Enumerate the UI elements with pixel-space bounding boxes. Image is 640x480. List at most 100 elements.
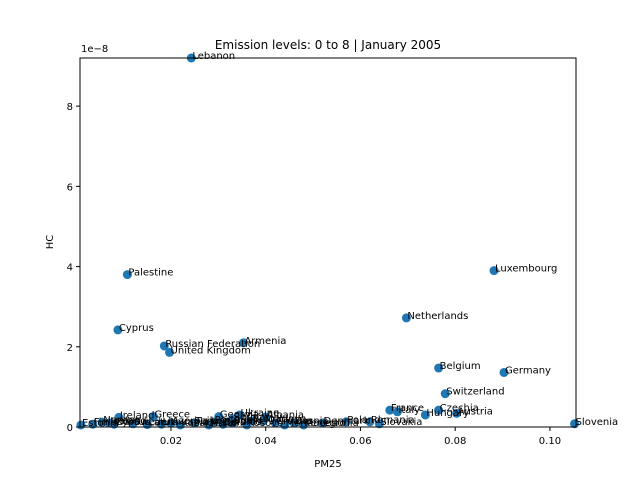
point-label: Kosovo xyxy=(248,418,284,429)
y-tick-label: 2 xyxy=(67,343,73,354)
point-label: Netherlands xyxy=(407,311,468,322)
point-label: Austria xyxy=(458,406,493,417)
point-label: Croatia xyxy=(276,416,312,427)
data-point xyxy=(190,418,200,428)
y-axis: 0 2 4 6 8 xyxy=(67,102,80,434)
point-label: United Kingdom xyxy=(171,345,251,356)
point-label: Albania xyxy=(267,410,304,421)
data-point xyxy=(385,405,395,415)
x-axis-label: PM25 xyxy=(314,459,341,470)
point-label: Luxembourg xyxy=(495,264,557,275)
data-point xyxy=(261,412,271,422)
data-point xyxy=(341,417,351,427)
data-point xyxy=(238,338,248,348)
point-label: Bulgaria xyxy=(252,414,293,425)
data-point xyxy=(392,407,402,417)
point-label: Norway xyxy=(103,415,141,426)
point-label: Finland xyxy=(94,417,130,428)
point-label: Macedonia xyxy=(305,418,359,429)
data-point xyxy=(165,347,175,357)
data-point xyxy=(420,410,430,420)
point-label: France xyxy=(391,403,424,414)
data-point xyxy=(122,270,132,280)
data-point xyxy=(128,419,138,429)
data-point xyxy=(570,419,580,429)
point-label: Armenia xyxy=(244,336,286,347)
points-layer xyxy=(76,53,580,430)
point-label: Serbia xyxy=(234,412,266,423)
point-label: Malta xyxy=(210,418,238,429)
data-point xyxy=(289,418,299,428)
data-point xyxy=(235,410,245,420)
x-tick-label: 0.02 xyxy=(160,436,182,447)
point-label: Lithuania xyxy=(162,417,208,428)
point-label: Kazakhstan xyxy=(181,418,239,429)
point-label: Estonia xyxy=(82,418,119,429)
point-label: Turkey xyxy=(195,416,229,427)
data-point xyxy=(318,418,328,428)
x-tick-label: 0.08 xyxy=(444,436,466,447)
data-point xyxy=(104,418,114,428)
point-label: Portugal xyxy=(215,415,256,426)
point-label: Ukraine xyxy=(241,408,280,419)
data-point xyxy=(434,405,444,415)
y-tick-label: 4 xyxy=(67,263,73,274)
point-label: Latvia xyxy=(148,418,178,429)
point-label: Azerbaijan xyxy=(172,416,225,427)
data-point xyxy=(374,419,384,429)
x-axis: 0.02 0.04 0.06 0.08 0.10 xyxy=(160,427,561,447)
point-label: Switzerland xyxy=(446,387,504,398)
x-tick-label: 0.04 xyxy=(255,436,277,447)
data-point xyxy=(499,367,509,377)
point-label: Hungary xyxy=(426,408,469,419)
point-label: Czechia xyxy=(440,403,479,414)
point-label: Romania xyxy=(371,415,415,426)
point-labels-layer: Lebanon Palestine Luxembourg Netherlands Cyp… xyxy=(82,51,618,429)
point-label: Poland xyxy=(347,415,380,426)
point-label: Russian Federation xyxy=(165,339,260,350)
point-label: Palestine xyxy=(128,268,173,279)
point-label: Moldova xyxy=(264,414,306,425)
data-point xyxy=(218,419,228,429)
point-label: Slovenia xyxy=(576,417,619,428)
x-tick-label: 0.06 xyxy=(349,436,371,447)
data-point xyxy=(365,417,375,427)
data-point xyxy=(159,341,169,351)
data-point xyxy=(113,325,123,335)
y-tick-label: 0 xyxy=(67,423,73,434)
data-point xyxy=(270,418,280,428)
y-axis-label: HC xyxy=(45,235,56,250)
y-tick-label: 8 xyxy=(67,102,73,113)
point-label: Montenegro xyxy=(286,418,346,429)
point-label: Belarus xyxy=(224,417,262,428)
point-label: Greece xyxy=(154,410,190,421)
y-offset-label: 1e−8 xyxy=(81,44,108,55)
point-label: Belgium xyxy=(440,361,481,372)
point-label: Bosnia xyxy=(295,416,328,427)
point-label: Cyprus xyxy=(115,417,150,428)
data-point xyxy=(228,418,238,428)
data-point xyxy=(452,408,462,418)
point-label: Germany xyxy=(505,365,551,376)
point-label: Spain xyxy=(234,416,262,427)
data-point xyxy=(148,412,158,422)
data-point xyxy=(489,266,499,276)
data-point xyxy=(440,389,450,399)
plot-frame xyxy=(79,57,577,428)
point-label: Georgia xyxy=(220,410,259,421)
data-point xyxy=(434,363,444,373)
point-label: Italy xyxy=(398,405,420,416)
x-tick-label: 0.10 xyxy=(539,436,561,447)
point-label: Iceland xyxy=(110,416,146,427)
data-point xyxy=(156,419,166,429)
data-point xyxy=(166,418,176,428)
point-label: Cyprus xyxy=(119,323,154,334)
y-tick-label: 6 xyxy=(67,182,73,193)
point-label: Slovakia xyxy=(380,417,422,428)
data-point xyxy=(88,419,98,429)
point-label: Ireland xyxy=(120,410,155,421)
chart-title: Emission levels: 0 to 8 | January 2005 xyxy=(215,38,441,52)
data-point xyxy=(401,313,411,323)
point-label: Sweden xyxy=(134,417,174,428)
